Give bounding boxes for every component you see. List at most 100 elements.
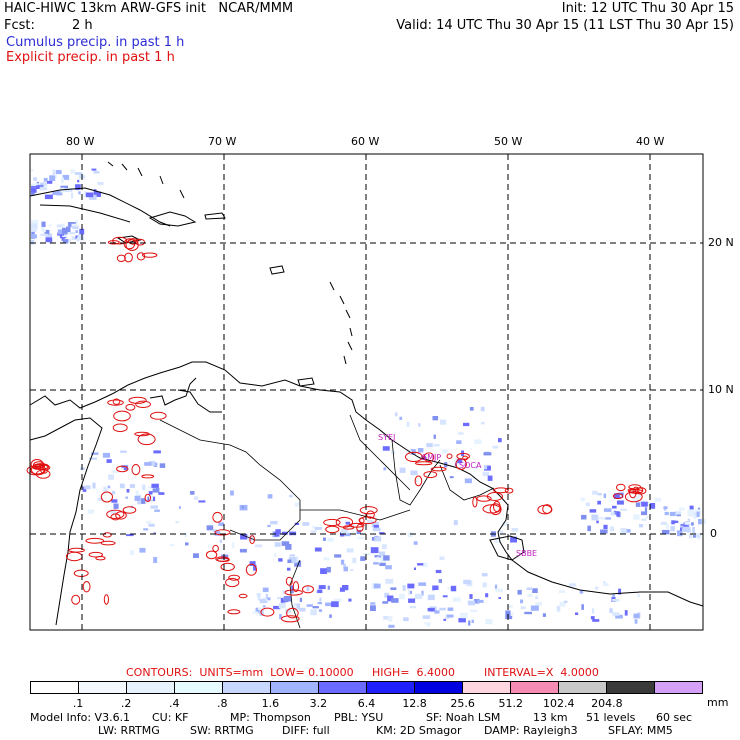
explicit-precip-contour <box>125 403 136 411</box>
cumulus-precip-cell <box>517 589 522 595</box>
explicit-precip-contour <box>128 396 147 404</box>
cumulus-precip-cell <box>57 229 65 235</box>
cumulus-precip-cell <box>159 463 166 468</box>
colorbar-swatch <box>223 682 271 693</box>
cumulus-precip-cell <box>499 530 503 533</box>
cumulus-precip-cell <box>447 587 454 590</box>
km-scheme: KM: 2D Smagor <box>376 724 462 737</box>
cumulus-precip-cell <box>687 518 690 521</box>
explicit-precip-contour <box>88 551 104 558</box>
cumulus-precip-cell <box>433 434 436 439</box>
cumulus-precip-cell <box>68 231 76 235</box>
explicit-precip-contour <box>32 463 50 470</box>
station-syej: SYEJ <box>378 433 396 442</box>
contours-interval: INTERVAL=X 4.0000 <box>484 666 599 679</box>
cumulus-precip-cell <box>285 544 292 550</box>
valid-time: Valid: 14 UTC Thu 30 Apr 15 (11 LST Thu … <box>396 18 734 33</box>
cumulus-precip-cell <box>326 566 331 573</box>
cumulus-precip-cell <box>66 226 71 232</box>
cumulus-precip-cell <box>71 192 74 199</box>
cumulus-precip-cell <box>395 412 398 417</box>
cumulus-precip-cell <box>49 175 56 181</box>
cumulus-precip-cell <box>433 444 440 447</box>
cumulus-precip-cell <box>380 556 386 562</box>
cumulus-precip-cell <box>31 234 37 239</box>
cumulus-precip-cell <box>77 179 80 183</box>
lon-label-60w: 60 W <box>351 135 380 148</box>
cumulus-precip-cell <box>670 526 675 532</box>
cumulus-precip-cell <box>278 602 286 609</box>
cumulus-precip-cell <box>669 511 676 517</box>
cumulus-precip-cell <box>464 478 472 484</box>
cumulus-precip-cell <box>113 503 119 509</box>
cumulus-precip-cell <box>367 520 374 524</box>
cumulus-precip-cell <box>379 562 386 566</box>
cumulus-precip-cell <box>679 507 685 511</box>
cumulus-precip-cell <box>654 497 662 502</box>
cumulus-precip-cell <box>374 536 382 542</box>
colorbar-tick-label: 3.2 <box>309 697 328 710</box>
cumulus-precip-cell <box>52 169 55 176</box>
colorbar-swatch <box>511 682 559 693</box>
cumulus-precip-cell <box>319 609 323 612</box>
cumulus-precip-cell <box>696 533 701 538</box>
cumulus-precip-cell <box>371 537 375 541</box>
resolution: 13 km <box>533 711 568 724</box>
cumulus-precip-cell <box>142 484 146 491</box>
cumulus-precip-cell <box>494 584 498 589</box>
cumulus-precip-cell <box>407 532 413 538</box>
cumulus-precip-cell <box>71 223 78 227</box>
explicit-precip-contour <box>116 254 126 262</box>
cumulus-precip-cell <box>427 607 435 612</box>
cumulus-precip-cell <box>343 566 348 572</box>
cumulus-precip-cell <box>79 228 85 235</box>
cumulus-precip-cell <box>331 602 337 605</box>
explicit-precip-contour <box>112 398 121 405</box>
cumulus-precip-cell <box>218 522 224 526</box>
cumulus-precip-cell <box>31 192 35 196</box>
cumulus-precip-cell <box>193 553 199 558</box>
cumulus-precip-cell <box>314 527 322 530</box>
explicit-precip-contour <box>455 458 467 470</box>
cumulus-precip-cell <box>360 556 366 561</box>
cumulus-precip-cell <box>441 449 448 454</box>
explicit-precip-contour <box>245 563 257 576</box>
cumulus-precip-cell <box>579 590 584 594</box>
cumulus-precip-cell <box>476 599 484 603</box>
station-soca: SOCA <box>459 461 482 470</box>
colorbar-tick-label: 204.8 <box>591 697 623 710</box>
cumulus-precip-cell <box>92 482 96 489</box>
cumulus-precip-cell <box>343 563 346 568</box>
cumulus-precip-cell <box>501 521 509 526</box>
cumulus-precip-cell <box>153 462 158 467</box>
cumulus-precip-cell <box>482 582 487 588</box>
cumulus-precip-cell <box>592 619 600 622</box>
cumulus-precip-cell <box>36 185 40 189</box>
cumulus-precip-cell <box>447 607 454 611</box>
explicit-precip-contour <box>430 466 447 472</box>
cumulus-precip-cell <box>463 422 470 427</box>
cumulus-precip-cell <box>277 597 284 600</box>
cumulus-precip-cell <box>150 505 158 509</box>
cumulus-precip-cell <box>252 611 259 614</box>
cumulus-precip-cell <box>256 593 261 597</box>
cumulus-precip-cell <box>291 557 297 564</box>
pbl-scheme: PBL: YSU <box>334 711 384 724</box>
cumulus-precip-cell <box>291 604 297 611</box>
explicit-precip-contour <box>134 431 150 437</box>
cumulus-precip-cell <box>604 517 611 520</box>
cumulus-precip-cell <box>126 534 134 537</box>
cumulus-precip-cell <box>289 494 293 498</box>
cumulus-precip-cell <box>31 223 38 229</box>
cumulus-precip-cell <box>255 607 262 614</box>
colorbar-tick-label: 6.4 <box>357 697 376 710</box>
cumulus-precip-cell <box>480 421 485 425</box>
cumulus-precip-cell <box>399 467 406 473</box>
cumulus-precip-cell <box>535 601 543 606</box>
cumulus-precip-cell <box>314 547 322 552</box>
explicit-precip-contour <box>115 511 127 520</box>
diff-scheme: DIFF: full <box>282 724 330 737</box>
forecast-label: Fcst: <box>4 18 35 33</box>
cumulus-precip-cell <box>44 194 53 200</box>
